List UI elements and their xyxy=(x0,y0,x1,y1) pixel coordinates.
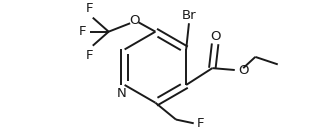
Text: F: F xyxy=(86,2,94,15)
Text: O: O xyxy=(129,14,140,27)
Text: Br: Br xyxy=(182,9,196,22)
Text: O: O xyxy=(210,30,220,43)
Text: F: F xyxy=(196,117,204,130)
Text: F: F xyxy=(79,25,86,38)
Text: N: N xyxy=(117,87,127,100)
Text: F: F xyxy=(86,48,94,62)
Text: O: O xyxy=(239,63,249,76)
